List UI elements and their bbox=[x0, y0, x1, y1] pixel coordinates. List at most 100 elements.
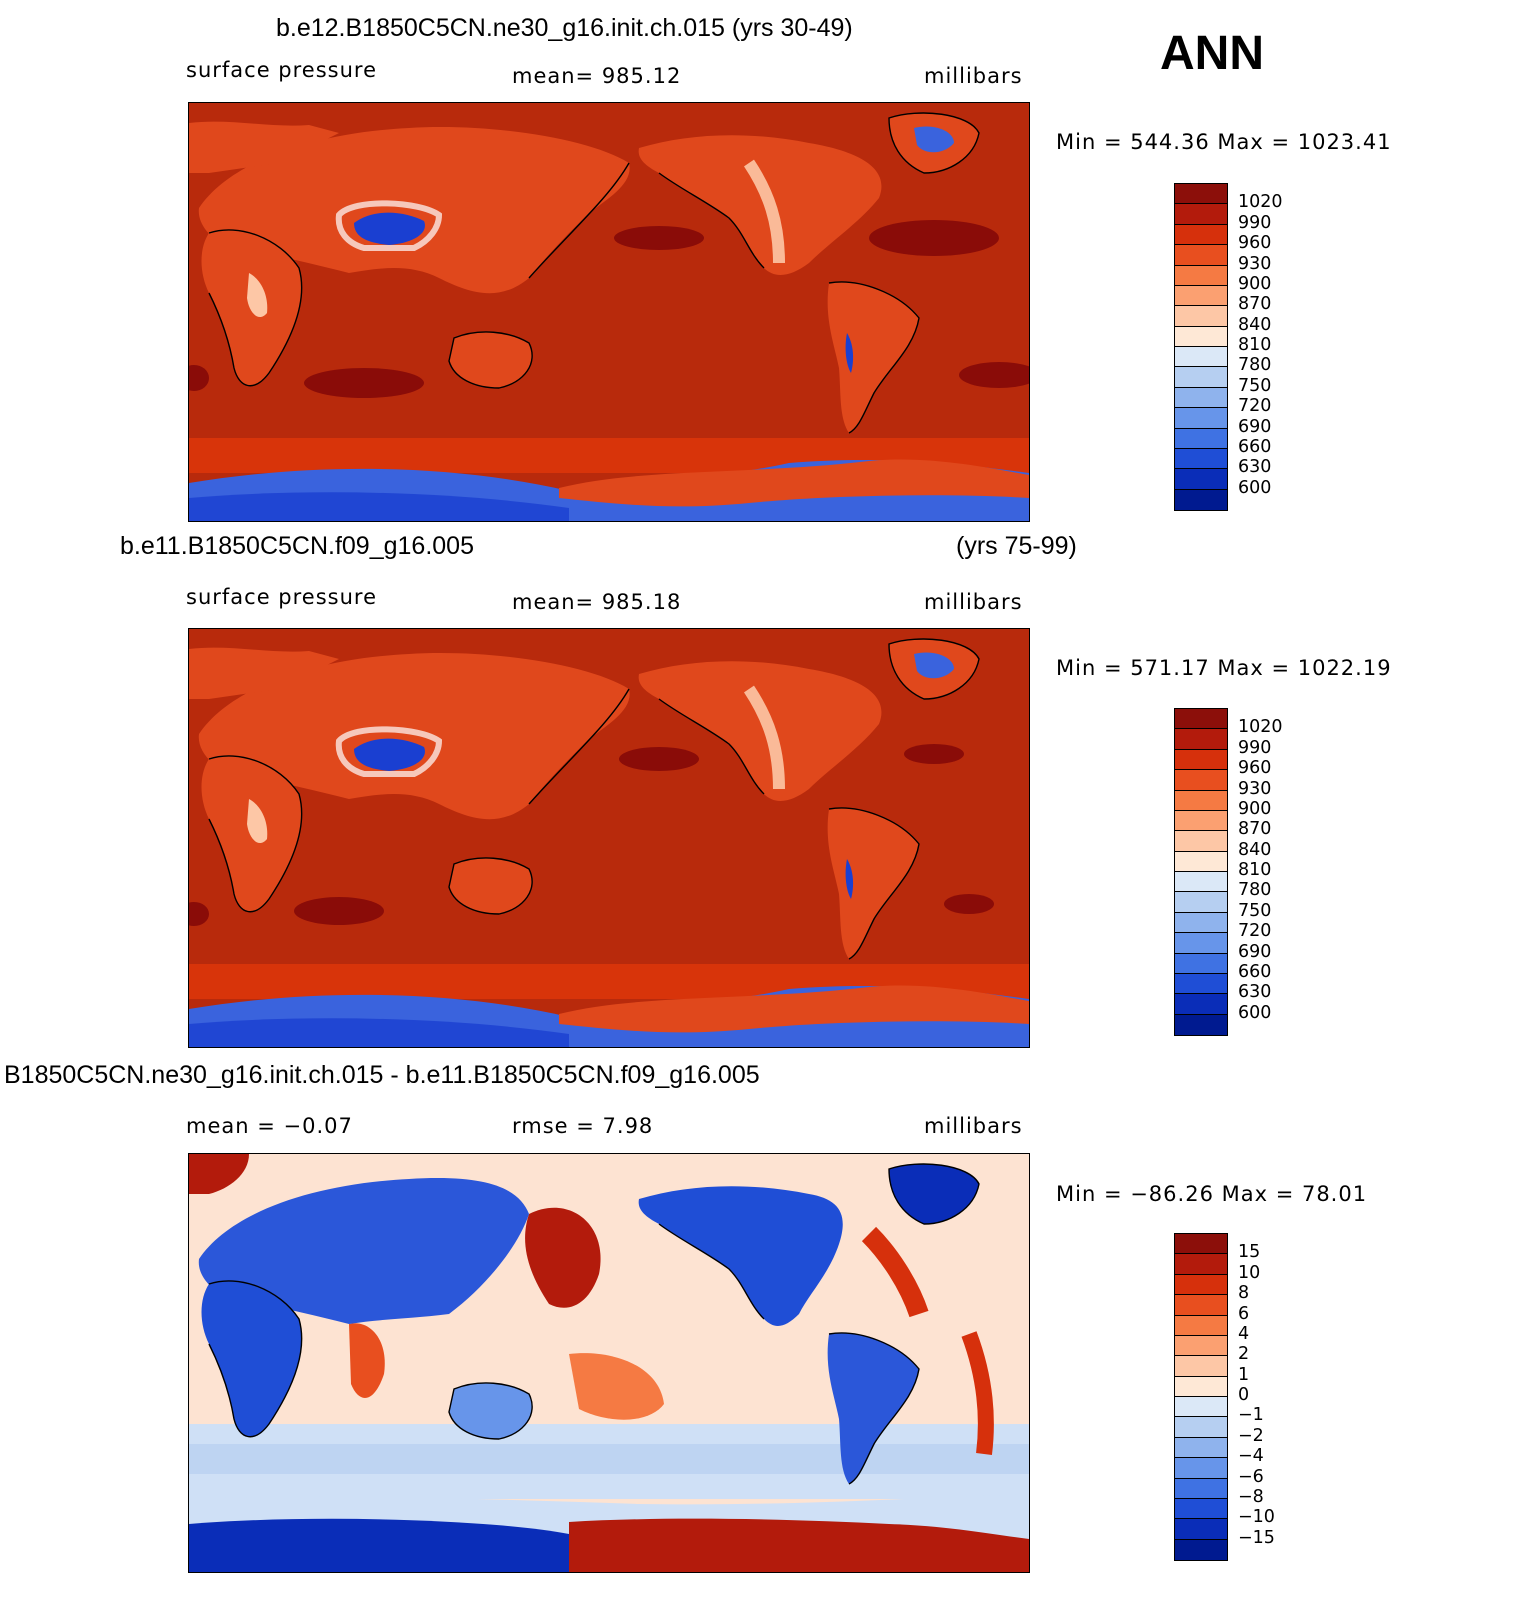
colorbar-segment bbox=[1175, 1376, 1227, 1397]
colorbar-tick-label: 930 bbox=[1238, 778, 1272, 799]
panel2-map bbox=[188, 628, 1030, 1048]
colorbar-tick-label: 10 bbox=[1238, 1262, 1261, 1283]
panel2-mean-label: mean= 985.18 bbox=[512, 590, 682, 614]
panel1-title: b.e12.B1850C5CN.ne30_g16.init.ch.015 (yr… bbox=[276, 14, 853, 42]
colorbar-tick-label: 690 bbox=[1238, 416, 1272, 437]
panel1-mean-label: mean= 985.12 bbox=[512, 64, 682, 88]
panel1-map bbox=[188, 102, 1030, 522]
colorbar-segment bbox=[1175, 1014, 1227, 1035]
colorbar-tick-label: 840 bbox=[1238, 314, 1272, 335]
panel2-title: b.e11.B1850C5CN.f09_g16.005 bbox=[120, 532, 474, 560]
colorbar-segment bbox=[1175, 1315, 1227, 1336]
colorbar-segment bbox=[1175, 709, 1227, 730]
colorbar-tick-label: 720 bbox=[1238, 396, 1272, 417]
colorbar-tick-label: 630 bbox=[1238, 982, 1272, 1003]
colorbar-tick-label: 1020 bbox=[1238, 192, 1283, 213]
panel1-minmax: Min = 544.36 Max = 1023.41 bbox=[1056, 130, 1392, 154]
panel1-units-label: millibars bbox=[924, 64, 1023, 88]
colorbar-tick-label: 4 bbox=[1238, 1323, 1250, 1344]
colorbar-segment bbox=[1175, 326, 1227, 347]
colorbar-tick-label: 810 bbox=[1238, 335, 1272, 355]
colorbar-tick-label: 6 bbox=[1238, 1303, 1250, 1324]
colorbar-segment bbox=[1175, 448, 1227, 470]
colorbar-tick-label: −8 bbox=[1238, 1486, 1264, 1507]
colorbar-tick-label: 1020 bbox=[1238, 717, 1283, 738]
colorbar-segment bbox=[1175, 245, 1227, 266]
panel2-years: (yrs 75-99) bbox=[956, 532, 1077, 560]
colorbar-segment bbox=[1175, 973, 1227, 995]
colorbar-segment bbox=[1175, 770, 1227, 791]
colorbar-tick-label: 2 bbox=[1238, 1344, 1250, 1365]
colorbar-segment bbox=[1175, 749, 1227, 771]
colorbar-segment bbox=[1175, 892, 1227, 913]
colorbar-tick-label: 780 bbox=[1238, 880, 1272, 901]
colorbar-segment bbox=[1175, 1234, 1227, 1255]
colorbar-tick-label: 810 bbox=[1238, 860, 1272, 880]
panel3-map bbox=[188, 1153, 1030, 1573]
colorbar-segment bbox=[1175, 1498, 1227, 1520]
colorbar-segment bbox=[1175, 1417, 1227, 1438]
colorbar-segment bbox=[1175, 428, 1227, 449]
colorbar-segment bbox=[1175, 489, 1227, 510]
colorbar-segment bbox=[1175, 469, 1227, 490]
colorbar-tick-label: 750 bbox=[1238, 375, 1272, 396]
colorbar-segment bbox=[1175, 790, 1227, 811]
colorbar-segment bbox=[1175, 1274, 1227, 1296]
panel2-colorbar bbox=[1174, 708, 1228, 1036]
colorbar-segment bbox=[1175, 1478, 1227, 1499]
colorbar-tick-label: 870 bbox=[1238, 819, 1272, 840]
colorbar-tick-label: 660 bbox=[1238, 436, 1272, 457]
colorbar-tick-label: −1 bbox=[1238, 1405, 1264, 1426]
colorbar-tick-label: 930 bbox=[1238, 253, 1272, 274]
season-label: ANN bbox=[1160, 27, 1264, 80]
colorbar-tick-label: 990 bbox=[1238, 212, 1272, 233]
colorbar-tick-label: −6 bbox=[1238, 1466, 1264, 1487]
colorbar-segment bbox=[1175, 851, 1227, 872]
colorbar-segment bbox=[1175, 285, 1227, 307]
panel3-rmse-label: rmse = 7.98 bbox=[512, 1114, 654, 1138]
panel2-variable-label: surface pressure bbox=[186, 585, 377, 609]
colorbar-segment bbox=[1175, 1458, 1227, 1479]
colorbar-segment bbox=[1175, 872, 1227, 893]
colorbar-tick-label: 690 bbox=[1238, 941, 1272, 962]
panel3-map-svg bbox=[189, 1154, 1029, 1572]
colorbar-segment bbox=[1175, 912, 1227, 934]
colorbar-tick-label: 600 bbox=[1238, 1002, 1272, 1023]
colorbar-tick-label: 960 bbox=[1238, 233, 1272, 254]
colorbar-segment bbox=[1175, 265, 1227, 286]
colorbar-tick-label: −2 bbox=[1238, 1425, 1264, 1446]
colorbar-segment bbox=[1175, 1437, 1227, 1459]
colorbar-segment bbox=[1175, 387, 1227, 409]
panel2-map-svg bbox=[189, 629, 1029, 1047]
colorbar-segment bbox=[1175, 1254, 1227, 1275]
panel1-variable-label: surface pressure bbox=[186, 58, 377, 82]
colorbar-segment bbox=[1175, 953, 1227, 974]
panel1-colorbar bbox=[1174, 183, 1228, 511]
colorbar-tick-label: 660 bbox=[1238, 961, 1272, 982]
colorbar-tick-label: 600 bbox=[1238, 477, 1272, 498]
colorbar-segment bbox=[1175, 729, 1227, 750]
panel1-map-svg bbox=[189, 103, 1029, 521]
colorbar-tick-label: 990 bbox=[1238, 737, 1272, 758]
colorbar-tick-label: −4 bbox=[1238, 1446, 1264, 1467]
colorbar-tick-label: 780 bbox=[1238, 355, 1272, 376]
colorbar-tick-label: 630 bbox=[1238, 457, 1272, 478]
colorbar-tick-label: 960 bbox=[1238, 758, 1272, 779]
panel3-colorbar bbox=[1174, 1233, 1228, 1561]
colorbar-segment bbox=[1175, 1397, 1227, 1418]
colorbar-segment bbox=[1175, 204, 1227, 225]
colorbar-tick-label: 0 bbox=[1238, 1385, 1250, 1405]
colorbar-segment bbox=[1175, 933, 1227, 954]
panel3-minmax: Min = −86.26 Max = 78.01 bbox=[1056, 1182, 1368, 1206]
colorbar-tick-label: 900 bbox=[1238, 798, 1272, 819]
colorbar-segment bbox=[1175, 1356, 1227, 1377]
colorbar-segment bbox=[1175, 367, 1227, 388]
colorbar-tick-label: −10 bbox=[1238, 1507, 1275, 1528]
colorbar-segment bbox=[1175, 408, 1227, 429]
colorbar-tick-label: 870 bbox=[1238, 294, 1272, 315]
colorbar-tick-label: 8 bbox=[1238, 1283, 1250, 1304]
panel3-title: B1850C5CN.ne30_g16.init.ch.015 - b.e11.B… bbox=[4, 1061, 760, 1089]
colorbar-segment bbox=[1175, 831, 1227, 852]
colorbar-tick-label: 1 bbox=[1238, 1364, 1250, 1385]
colorbar-segment bbox=[1175, 224, 1227, 246]
